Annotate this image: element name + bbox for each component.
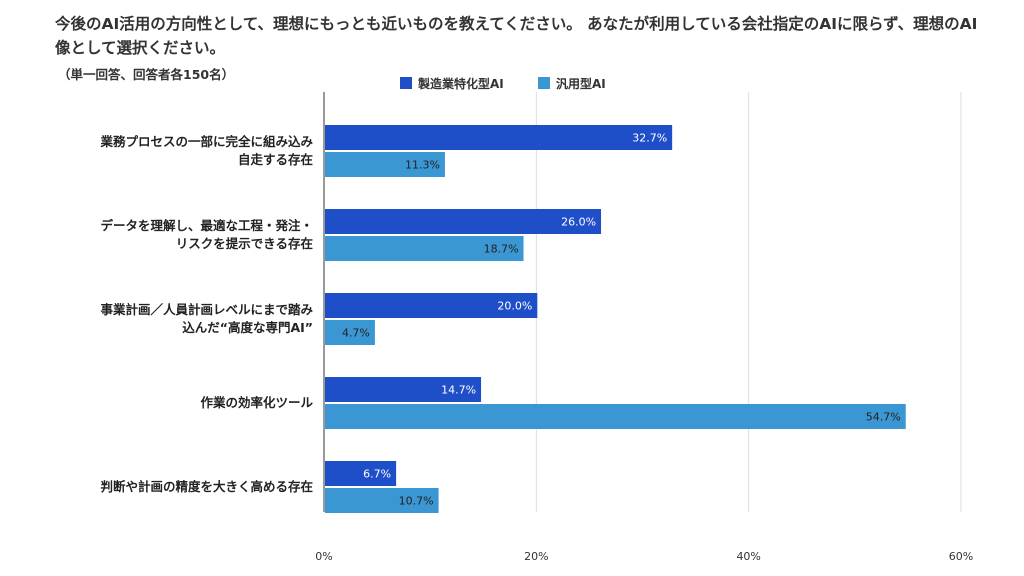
category-label: データを理解し、最適な工程・発注・ (100, 218, 313, 233)
category-label: 業務プロセスの一部に完全に組み込み (99, 134, 313, 149)
data-label: 32.7% (632, 132, 667, 145)
category-label: 判断や計画の精度を大きく高める存在 (100, 479, 313, 494)
x-tick-label: 40% (736, 550, 760, 563)
bar-general (325, 404, 906, 429)
data-label: 6.7% (363, 468, 391, 481)
category-label: 自走する存在 (238, 152, 313, 167)
chart-title: 今後のAI活用の方向性として、理想にもっとも近いものを教えてください。 あなたが… (55, 15, 978, 57)
x-tick-label: 60% (949, 550, 973, 563)
category-label: 込んだ“高度な専門AI” (182, 320, 313, 335)
bar-general (325, 152, 445, 177)
legend-swatch (538, 77, 550, 89)
data-label: 26.0% (561, 216, 596, 229)
chart-subtitle: （単一回答、回答者各150名） (58, 67, 235, 82)
legend-swatch (400, 77, 412, 89)
legend-label: 汎用型AI (556, 76, 606, 91)
category-label: リスクを提示できる存在 (176, 236, 313, 251)
bar-general (325, 320, 375, 345)
category-label: 作業の効率化ツール (200, 395, 313, 410)
bar-specialized (325, 377, 482, 402)
bar-general (325, 488, 439, 513)
data-label: 18.7% (484, 243, 519, 256)
data-label: 14.7% (441, 384, 476, 397)
x-tick-label: 20% (524, 550, 548, 563)
bar-specialized (325, 209, 602, 234)
bar-general (325, 236, 524, 261)
legend-label: 製造業特化型AI (417, 76, 504, 91)
data-label: 10.7% (399, 495, 434, 508)
data-label: 4.7% (342, 327, 370, 340)
data-label: 11.3% (405, 159, 440, 172)
data-label: 20.0% (497, 300, 532, 313)
bar-specialized (325, 293, 538, 318)
data-label: 54.7% (866, 411, 901, 424)
category-label: 事業計画／人員計画レベルにまで踏み (100, 302, 313, 317)
x-tick-label: 0% (315, 550, 332, 563)
bar-specialized (325, 125, 673, 150)
bar-specialized (325, 461, 397, 486)
